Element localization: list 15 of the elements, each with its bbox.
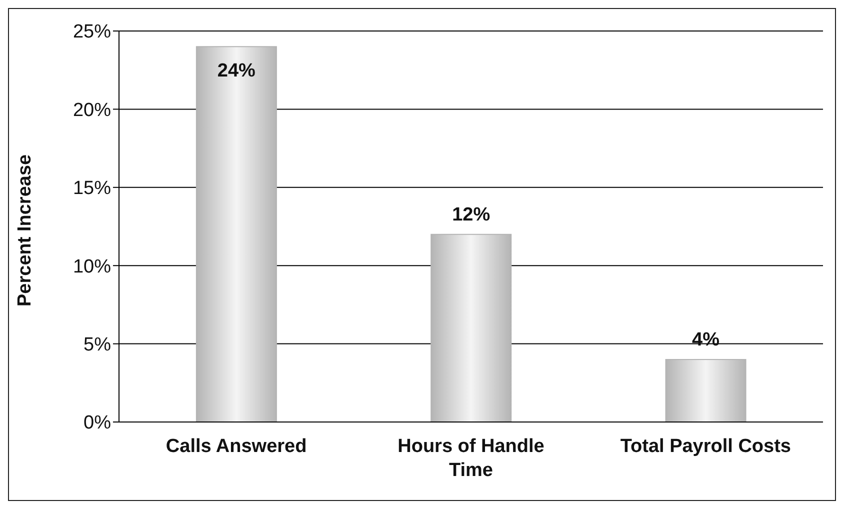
data-label: 12% (452, 204, 490, 226)
bar (196, 46, 277, 422)
x-tick-label: Calls Answered (166, 436, 307, 457)
bar (665, 358, 746, 422)
y-tick-label: 25% (72, 22, 112, 43)
y-tick-label: 10% (72, 256, 112, 278)
x-tick-label: Total Payroll Costs (620, 436, 792, 457)
y-tick-label: 20% (72, 100, 112, 121)
bar (430, 234, 512, 422)
y-tick-label: 15% (72, 178, 112, 200)
y-tick-label: 0% (84, 412, 112, 434)
data-label: 24% (217, 60, 256, 82)
y-axis-title: Percent Increase (14, 154, 36, 306)
x-tick-label: Hours of Handle Time (398, 436, 544, 481)
y-tick-label: 5% (84, 334, 112, 356)
